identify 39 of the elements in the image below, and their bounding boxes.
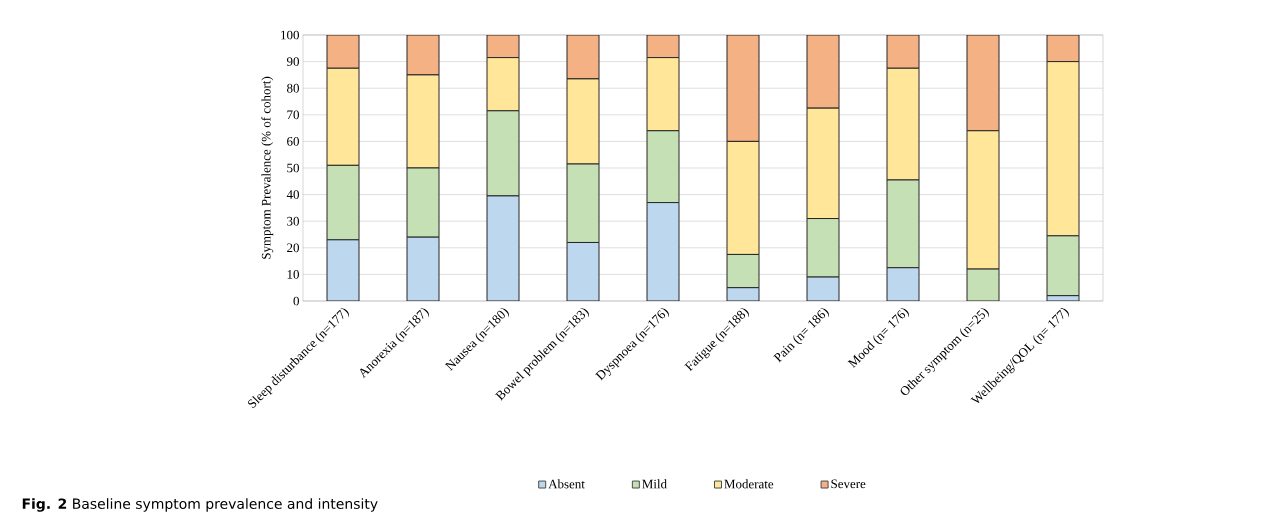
bar [406,167,440,238]
bar [646,202,680,301]
bar [806,218,840,278]
bar [326,35,360,69]
y-tick-label: 20 [287,243,299,253]
y-tick-label: 40 [286,190,299,199]
y-axis-title: Symptom Prevalence (% of cohort) [261,76,274,259]
bar [326,164,360,241]
x-tick-label: Pain (n= 186) [773,308,829,363]
bar [886,35,920,69]
bar [1046,235,1080,297]
bar [886,267,920,301]
bar [726,253,760,289]
y-tick-label: 50 [287,163,299,173]
y-tick-label: 70 [287,110,299,120]
legend-label: Absent [548,479,585,489]
bar [726,35,760,142]
bar [886,179,920,269]
y-tick-label: 60 [287,137,299,146]
legend-label: Mild [642,479,667,489]
bar [326,239,360,301]
y-tick-label: 0 [293,296,299,306]
y-tick-label: 10 [287,270,299,279]
bar [646,130,680,204]
bar [406,236,440,301]
legend-label: Moderate [724,479,774,489]
y-tick-label: 90 [286,57,299,66]
y-tick-label: 30 [287,216,299,226]
y-tick-label: 100 [281,30,299,40]
bar [486,110,520,197]
bar [566,163,600,243]
y-tick-label: 80 [287,83,299,93]
text: Fig. 2 Baseline symptom prevalence and intensity [22,498,378,512]
bar [966,35,1000,132]
legend-label: Severe [831,479,866,489]
bar [806,35,840,109]
bar [566,35,600,80]
bar [566,241,600,301]
bar [486,195,520,301]
